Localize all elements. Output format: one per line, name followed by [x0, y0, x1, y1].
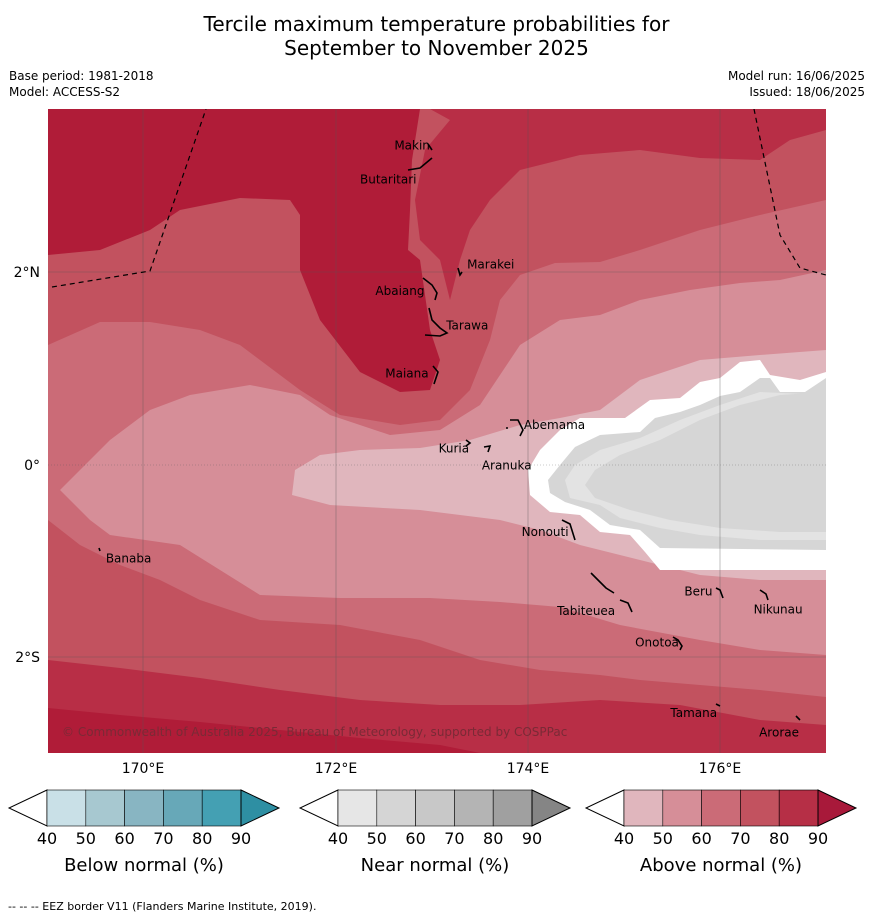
colorbar-0: 40 50 60 70 80 90 Below normal (%): [7, 789, 281, 876]
colorbar-segment: [337, 789, 378, 827]
colorbars: 40 50 60 70 80 90 Below normal (%) 40 50 60 70 80 90…: [7, 789, 858, 876]
lat-tick-label: 0°: [24, 458, 40, 474]
colorbar-segment: [454, 789, 494, 827]
colorbar-tick-label: 90: [231, 829, 251, 848]
meta-right: Model run: 16/06/2025 Issued: 18/06/2025: [728, 68, 865, 100]
colorbar-segment: [778, 789, 819, 827]
colorbar-tick-label: 90: [808, 829, 828, 848]
band-90-north: [48, 109, 440, 392]
colorbar-segment: [415, 789, 455, 827]
colorbar-segment: [701, 789, 741, 827]
place-label-marakei: Marakei: [467, 257, 514, 271]
colorbar-1: 40 50 60 70 80 90 Near normal (%): [298, 789, 572, 876]
colorbar-segment: [124, 789, 164, 827]
colorbar-title: Above normal (%): [640, 855, 802, 876]
title-line-1: Tercile maximum temperature probabilitie…: [203, 12, 670, 36]
colorbar-extend-high: [531, 789, 572, 827]
colorbar-tick-label: 80: [192, 829, 212, 848]
colorbar-tick-label: 70: [153, 829, 173, 848]
colorbar-segment: [623, 789, 664, 827]
colorbar-segment: [85, 789, 125, 827]
colorbar-tick-label: 70: [444, 829, 464, 848]
place-label-makin: Makin: [394, 138, 430, 152]
place-label-kuria: Kuria: [439, 441, 470, 455]
place-label-maiana: Maiana: [385, 366, 428, 380]
place-label-tabiteuea: Tabiteuea: [556, 604, 615, 618]
colorbar-extend-high: [240, 789, 281, 827]
model-run: Model run: 16/06/2025: [727, 69, 865, 83]
lon-tick-label: 172°E: [315, 761, 358, 777]
eez-border: [51, 109, 826, 288]
graticule: [48, 109, 826, 753]
colorbar-tick-label: 40: [328, 829, 348, 848]
lon-tick-label: 174°E: [507, 761, 550, 777]
place-label-banaba: Banaba: [106, 551, 152, 565]
lon-tick-label: 176°E: [699, 761, 742, 777]
colorbar-segment: [376, 789, 416, 827]
lon-tick-label: 170°E: [122, 761, 165, 777]
colorbar-segment: [740, 789, 780, 827]
axis-labels: 2°N 0° 2°S 170°E 172°E 174°E 176°E: [14, 265, 742, 777]
place-label-abaiang: Abaiang: [375, 284, 424, 298]
place-label-tarawa: Tarawa: [445, 318, 488, 332]
colorbar-tick-label: 90: [522, 829, 542, 848]
issued-date: Issued: 18/06/2025: [749, 85, 865, 99]
colorbar-2: 40 50 60 70 80 90 Above normal (%): [584, 789, 858, 876]
colorbar-tick-label: 60: [691, 829, 711, 848]
colorbar-tick-label: 70: [730, 829, 750, 848]
island-outlines: [98, 143, 801, 721]
place-label-butaritari: Butaritari: [360, 172, 417, 186]
colorbar-extend-high: [817, 789, 858, 827]
colorbar-tick-label: 50: [653, 829, 673, 848]
lat-tick-label: 2°S: [15, 650, 40, 666]
meta-left: Base period: 1981-2018 Model: ACCESS-S2: [9, 68, 154, 100]
colorbar-segment: [662, 789, 702, 827]
map-title: Tercile maximum temperature probabilitie…: [0, 12, 873, 60]
place-label-onotoa: Onotoa: [635, 636, 679, 650]
band-90-south: [48, 708, 480, 753]
near-normal-core: [585, 392, 826, 532]
colorbar-tick-label: 40: [614, 829, 634, 848]
place-labels: Makin Butaritari Marakei Abaiang Tarawa Maian…: [106, 138, 803, 739]
colorbar-extend-low: [584, 789, 625, 827]
band-80-90-north-east: [415, 109, 826, 300]
colorbar-extend-low: [298, 789, 339, 827]
place-label-nonouti: Nonouti: [522, 525, 569, 539]
place-label-aranuka: Aranuka: [482, 458, 532, 472]
colorbar-title: Near normal (%): [361, 855, 510, 876]
copyright-notice: © Commonwealth of Australia 2025, Bureau…: [62, 725, 567, 739]
colorbar-segment: [201, 789, 242, 827]
colorbar-segment: [163, 789, 203, 827]
colorbar-tick-label: 60: [114, 829, 134, 848]
place-label-tamana: Tamana: [669, 706, 717, 720]
colorbar-tick-label: 80: [483, 829, 503, 848]
colorbar-segment: [492, 789, 533, 827]
title-line-2: September to November 2025: [284, 36, 589, 60]
place-label-arorae: Arorae: [759, 725, 799, 739]
colorbar-segment: [46, 789, 87, 827]
place-label-abemama: Abemama: [524, 418, 585, 432]
colorbar-tick-label: 80: [769, 829, 789, 848]
colorbar-tick-label: 50: [76, 829, 96, 848]
footer-note: -- -- -- EEZ border V11 (Flanders Marine…: [8, 900, 317, 913]
colorbar-tick-label: 40: [37, 829, 57, 848]
model-name: Model: ACCESS-S2: [9, 85, 121, 99]
lat-tick-label: 2°N: [14, 265, 40, 281]
colorbar-title: Below normal (%): [64, 855, 224, 876]
colorbar-tick-label: 60: [405, 829, 425, 848]
colorbar-extend-low: [7, 789, 48, 827]
place-label-beru: Beru: [684, 584, 712, 598]
probability-fill: Makin Butaritari Marakei Abaiang Tarawa Maian…: [48, 109, 826, 753]
place-label-nikunau: Nikunau: [754, 602, 803, 616]
colorbar-tick-label: 50: [367, 829, 387, 848]
base-period: Base period: 1981-2018: [9, 69, 154, 83]
